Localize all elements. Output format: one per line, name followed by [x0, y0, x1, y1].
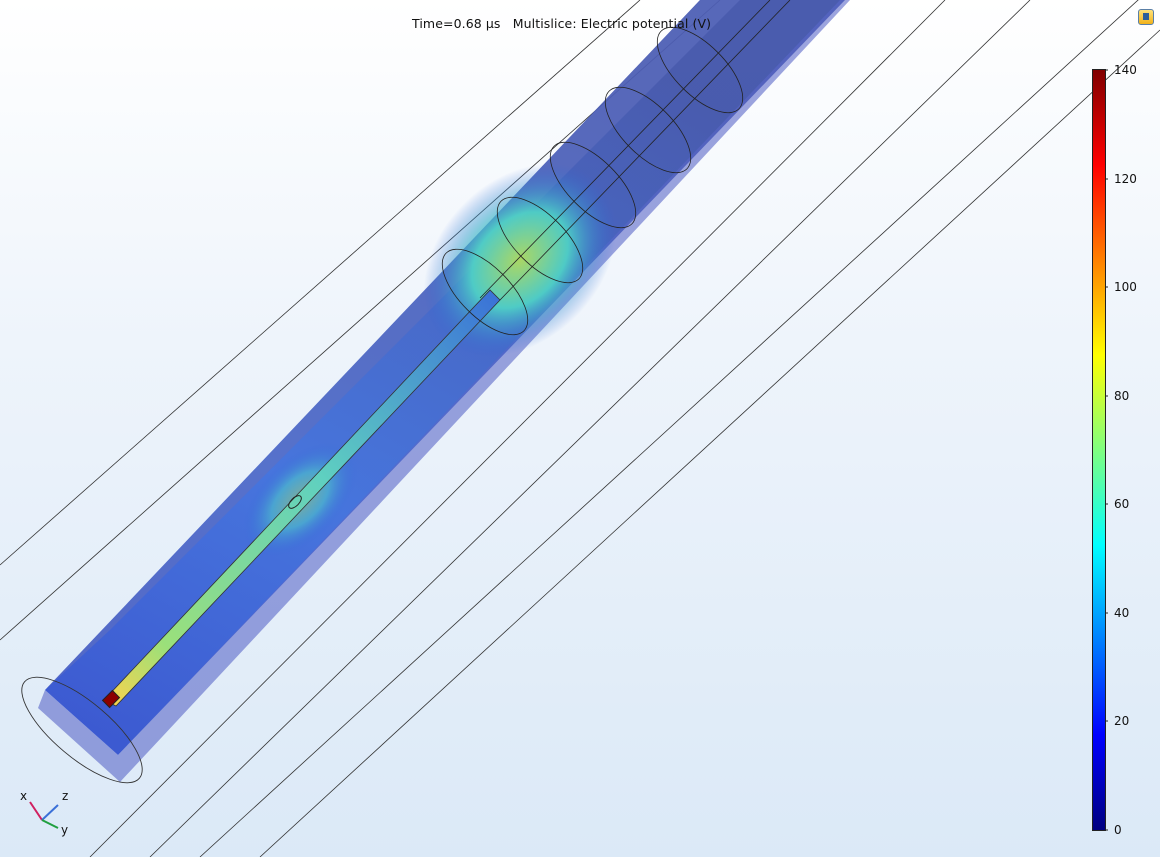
domain-end-cap: [21, 676, 143, 784]
colorbar-tick-label: 100: [1114, 280, 1137, 294]
axis-y-label: y: [61, 823, 69, 837]
color-legend-bar: [1092, 69, 1106, 831]
colorbar-tick-label: 40: [1114, 606, 1130, 620]
colorbar-tick-label: 60: [1114, 497, 1130, 511]
electrode-tip: [101, 689, 121, 709]
axis-x-label: x: [20, 789, 28, 803]
plot-title: Time=0.68 µs Multislice: Electric potent…: [412, 16, 712, 31]
colorbar-tick-label: 0: [1114, 823, 1122, 837]
disc-rings: [441, 0, 791, 336]
central-conductor: [103, 289, 501, 707]
export-icon[interactable]: [1138, 9, 1154, 25]
field-glow: [423, 163, 617, 357]
axis-triad: [29, 801, 59, 829]
colorbar-tick-label: 140: [1114, 63, 1137, 77]
colorbar-tick-label: 120: [1114, 172, 1137, 186]
slab-outer-translucent: [38, 0, 850, 782]
colorbar-tick-label: 80: [1114, 389, 1130, 403]
axis-z-label: z: [62, 789, 69, 803]
colorbar-tick-label: 20: [1114, 714, 1130, 728]
conductor-ring: [288, 495, 302, 509]
slab-top-translucent: [45, 0, 740, 690]
